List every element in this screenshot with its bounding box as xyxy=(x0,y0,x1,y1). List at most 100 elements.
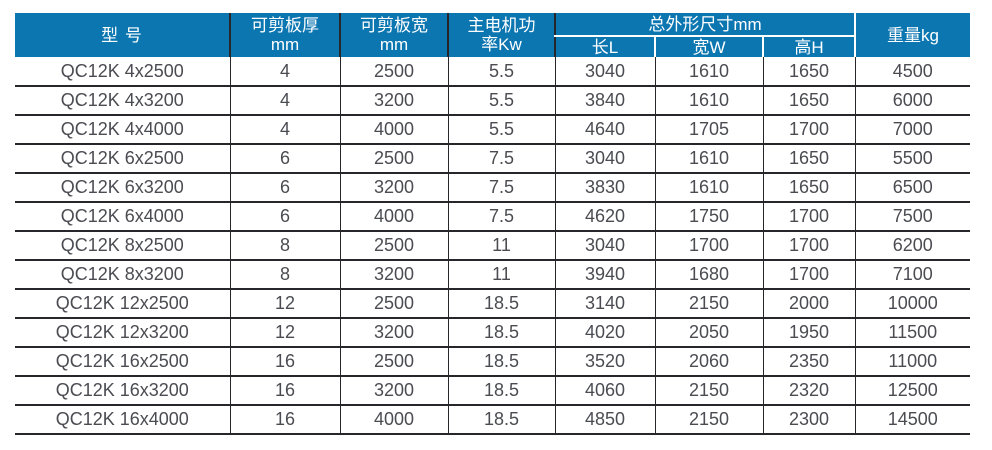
table-body: QC12K 4x2500 4 2500 5.5 3040 1610 1650 4500 QC12… xyxy=(15,57,971,435)
cell-height-h: 1700 xyxy=(762,231,856,261)
cell-shear-thickness-mm: 16 xyxy=(229,405,340,435)
cell-shear-width-mm: 3200 xyxy=(339,86,448,116)
cell-shear-width-mm: 2500 xyxy=(339,347,448,377)
cell-motor-power-kw: 7.5 xyxy=(447,144,555,174)
cell-width-w: 1610 xyxy=(654,86,763,116)
col-header-shear-width-label: 可剪板宽 xyxy=(360,16,428,35)
cell-shear-thickness-mm: 8 xyxy=(229,260,340,290)
cell-weight-kg: 6000 xyxy=(854,86,971,116)
cell-height-h: 2320 xyxy=(762,376,856,406)
cell-weight-kg: 14500 xyxy=(854,405,971,435)
cell-width-w: 2050 xyxy=(654,318,763,348)
cell-weight-kg: 11000 xyxy=(854,347,971,377)
cell-motor-power-kw: 11 xyxy=(447,231,555,261)
cell-length-l: 3520 xyxy=(554,347,655,377)
cell-length-l: 4620 xyxy=(554,202,655,232)
col-header-width-w: 宽W xyxy=(654,36,763,57)
cell-model: QC12K 6x2500 xyxy=(15,144,230,174)
cell-height-h: 1950 xyxy=(762,318,856,348)
cell-motor-power-kw: 5.5 xyxy=(447,57,555,87)
cell-shear-thickness-mm: 6 xyxy=(229,202,340,232)
table-row: QC12K 6x2500 6 2500 7.5 3040 1610 1650 5500 xyxy=(15,144,971,174)
table-row: QC12K 8x3200 8 3200 11 3940 1680 1700 7100 xyxy=(15,260,971,290)
cell-shear-thickness-mm: 4 xyxy=(229,115,340,145)
cell-shear-thickness-mm: 16 xyxy=(229,376,340,406)
table-row: QC12K 16x3200 16 3200 18.5 4060 2150 2320 12500 xyxy=(15,376,971,406)
cell-width-w: 2150 xyxy=(654,376,763,406)
cell-shear-width-mm: 3200 xyxy=(339,173,448,203)
cell-height-h: 1700 xyxy=(762,202,856,232)
table-row: QC12K 12x3200 12 3200 18.5 4020 2050 1950 11500 xyxy=(15,318,971,348)
cell-model: QC12K 16x2500 xyxy=(15,347,230,377)
cell-weight-kg: 7000 xyxy=(854,115,971,145)
cell-weight-kg: 10000 xyxy=(854,289,971,319)
cell-model: QC12K 4x2500 xyxy=(15,57,230,87)
table-row: QC12K 8x2500 8 2500 11 3040 1700 1700 6200 xyxy=(15,231,971,261)
cell-motor-power-kw: 18.5 xyxy=(447,289,555,319)
header-row-main: 型 号 可剪板厚 mm 可剪板宽 mm 主电机功 率Kw 总外形尺寸mm 重量k… xyxy=(15,13,971,57)
cell-motor-power-kw: 5.5 xyxy=(447,86,555,116)
cell-width-w: 1705 xyxy=(654,115,763,145)
cell-motor-power-kw: 5.5 xyxy=(447,115,555,145)
table-row: QC12K 12x2500 12 2500 18.5 3140 2150 2000 10000 xyxy=(15,289,971,319)
cell-length-l: 4020 xyxy=(554,318,655,348)
cell-width-w: 2150 xyxy=(654,289,763,319)
cell-shear-thickness-mm: 6 xyxy=(229,173,340,203)
cell-shear-width-mm: 4000 xyxy=(339,405,448,435)
col-header-motor-power-unit: 率Kw xyxy=(481,35,522,54)
cell-shear-width-mm: 2500 xyxy=(339,289,448,319)
cell-model: QC12K 4x3200 xyxy=(15,86,230,116)
spec-table: 型 号 可剪板厚 mm 可剪板宽 mm 主电机功 率Kw 总外形尺寸mm 重量k… xyxy=(15,13,971,435)
cell-weight-kg: 6500 xyxy=(854,173,971,203)
cell-width-w: 1610 xyxy=(654,173,763,203)
header-row-dimensions: 长L 宽W 高H xyxy=(15,36,970,57)
col-header-shear-width-unit: mm xyxy=(379,35,409,54)
table-row: QC12K 6x3200 6 3200 7.5 3830 1610 1650 6500 xyxy=(15,173,971,203)
cell-width-w: 1750 xyxy=(654,202,763,232)
cell-length-l: 3040 xyxy=(554,144,655,174)
cell-model: QC12K 8x3200 xyxy=(15,260,230,290)
cell-shear-thickness-mm: 6 xyxy=(229,144,340,174)
cell-width-w: 1700 xyxy=(654,231,763,261)
cell-weight-kg: 5500 xyxy=(854,144,971,174)
cell-height-h: 1650 xyxy=(762,173,856,203)
cell-motor-power-kw: 7.5 xyxy=(447,202,555,232)
cell-height-h: 2000 xyxy=(762,289,856,319)
cell-shear-thickness-mm: 16 xyxy=(229,347,340,377)
cell-weight-kg: 4500 xyxy=(854,57,971,87)
table-row: QC12K 4x4000 4 4000 5.5 4640 1705 1700 7000 xyxy=(15,115,971,145)
cell-motor-power-kw: 18.5 xyxy=(447,376,555,406)
cell-shear-thickness-mm: 4 xyxy=(229,57,340,87)
cell-length-l: 3840 xyxy=(554,86,655,116)
col-header-motor-power: 主电机功 率Kw xyxy=(447,13,555,57)
cell-motor-power-kw: 7.5 xyxy=(447,173,555,203)
cell-model: QC12K 6x4000 xyxy=(15,202,230,232)
cell-height-h: 1650 xyxy=(762,57,856,87)
table-row: QC12K 4x3200 4 3200 5.5 3840 1610 1650 6000 xyxy=(15,86,971,116)
cell-motor-power-kw: 18.5 xyxy=(447,405,555,435)
cell-length-l: 4850 xyxy=(554,405,655,435)
cell-length-l: 3830 xyxy=(554,173,655,203)
cell-shear-width-mm: 2500 xyxy=(339,144,448,174)
cell-length-l: 4060 xyxy=(554,376,655,406)
cell-shear-thickness-mm: 4 xyxy=(229,86,340,116)
cell-width-w: 2060 xyxy=(654,347,763,377)
cell-weight-kg: 6200 xyxy=(854,231,971,261)
cell-shear-thickness-mm: 12 xyxy=(229,289,340,319)
cell-shear-width-mm: 3200 xyxy=(339,318,448,348)
cell-height-h: 2300 xyxy=(762,405,856,435)
table-header: 型 号 可剪板厚 mm 可剪板宽 mm 主电机功 率Kw 总外形尺寸mm 重量k… xyxy=(15,13,971,57)
cell-model: QC12K 4x4000 xyxy=(15,115,230,145)
cell-shear-thickness-mm: 8 xyxy=(229,231,340,261)
cell-shear-width-mm: 4000 xyxy=(339,115,448,145)
cell-height-h: 2350 xyxy=(762,347,856,377)
cell-length-l: 3140 xyxy=(554,289,655,319)
cell-model: QC12K 16x3200 xyxy=(15,376,230,406)
cell-weight-kg: 12500 xyxy=(854,376,971,406)
cell-width-w: 2150 xyxy=(654,405,763,435)
cell-width-w: 1610 xyxy=(654,57,763,87)
col-header-shear-width: 可剪板宽 mm xyxy=(339,13,448,57)
cell-height-h: 1700 xyxy=(762,115,856,145)
cell-motor-power-kw: 11 xyxy=(447,260,555,290)
